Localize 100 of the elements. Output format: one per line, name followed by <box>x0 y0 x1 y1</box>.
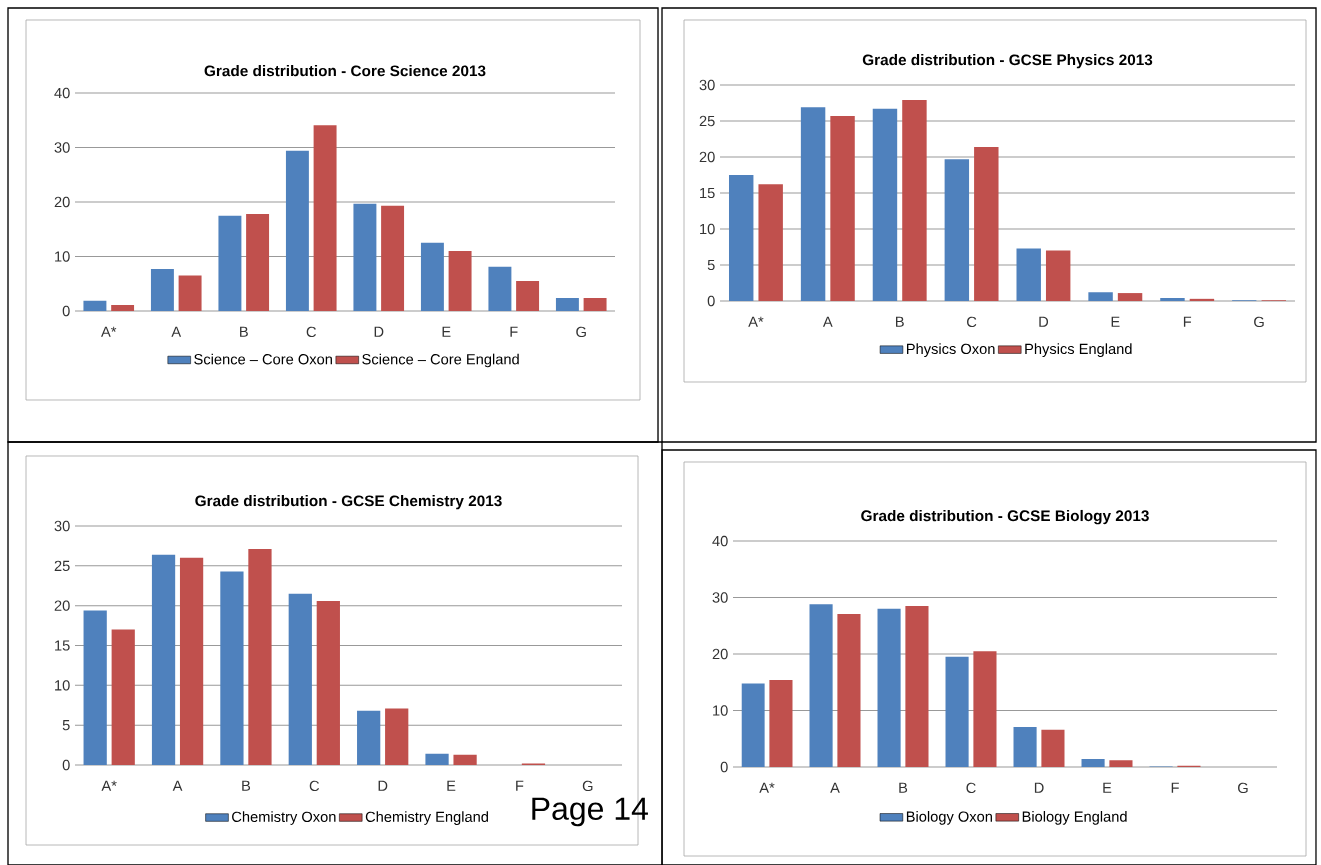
bar <box>1160 298 1185 301</box>
bar <box>353 203 377 311</box>
legend-label: Biology England <box>1022 811 1127 825</box>
bar <box>83 610 107 765</box>
x-tick-label: B <box>240 326 248 337</box>
x-tick-label: A <box>822 316 833 327</box>
y-tick-label: 20 <box>712 648 728 660</box>
bar <box>1189 298 1215 301</box>
y-tick-label: 10 <box>700 223 715 235</box>
bar <box>1081 759 1105 767</box>
bar <box>1045 250 1071 301</box>
x-tick-label: B <box>896 316 904 327</box>
y-tick-label: 25 <box>54 560 70 572</box>
x-tick-label: C <box>966 782 976 794</box>
chart-title: Grade distribution - Core Science 2013 <box>204 65 486 77</box>
x-tick-label: E <box>1111 316 1120 327</box>
bar <box>83 300 107 311</box>
bar <box>220 571 244 765</box>
bar <box>769 679 793 767</box>
x-tick-label: F <box>516 780 524 791</box>
x-tick-label: A* <box>101 326 117 337</box>
y-tick-label: 25 <box>699 115 715 127</box>
x-tick-label: G <box>576 326 586 338</box>
bar <box>1016 248 1041 301</box>
bar <box>453 754 477 765</box>
bar <box>420 242 444 311</box>
bar <box>741 683 765 767</box>
y-tick-label: 30 <box>54 142 70 153</box>
chart-title: Grade distribution - GCSE Chemistry 2013 <box>195 495 502 510</box>
bar <box>111 305 135 311</box>
x-tick-label: G <box>582 780 593 792</box>
bar <box>555 297 579 311</box>
bar <box>800 107 826 301</box>
y-tick-label: 30 <box>699 79 715 91</box>
chart-title: Grade distribution - GCSE Physics 2013 <box>862 54 1153 69</box>
x-tick-label: A <box>172 780 183 791</box>
x-tick-label: C <box>967 316 977 328</box>
bar <box>488 266 512 311</box>
y-tick-label: 40 <box>54 87 70 99</box>
legend-label: Chemistry Oxon <box>232 811 336 825</box>
x-tick-label: F <box>510 326 518 337</box>
bar <box>381 205 405 311</box>
y-tick-label: 40 <box>712 535 728 547</box>
bar <box>111 629 135 765</box>
y-tick-label: 0 <box>720 761 728 773</box>
y-tick-label: 15 <box>55 640 70 651</box>
x-tick-label: B <box>242 780 251 791</box>
bar <box>248 549 272 765</box>
legend-label: Biology Oxon <box>906 811 992 825</box>
bar <box>357 710 381 765</box>
bar <box>809 604 833 767</box>
x-tick-label: D <box>1034 782 1044 793</box>
y-tick-label: 0 <box>707 295 715 307</box>
bar <box>246 213 270 311</box>
bar <box>218 215 242 311</box>
legend-label: Chemistry England <box>365 811 489 825</box>
y-tick-label: 10 <box>55 251 70 262</box>
bar <box>872 108 898 301</box>
bar <box>151 554 176 765</box>
bar <box>945 656 969 767</box>
bar <box>179 557 204 765</box>
bar <box>1013 726 1037 767</box>
x-tick-label: C <box>306 326 316 338</box>
x-tick-label: A <box>171 326 182 337</box>
bar <box>316 600 340 765</box>
legend-label: Science – Core Oxon <box>194 353 332 365</box>
legend-label: Physics Oxon <box>907 343 995 357</box>
bar <box>973 651 997 767</box>
y-tick-label: 0 <box>62 759 70 771</box>
x-tick-label: A* <box>759 782 775 793</box>
text: Page 14 <box>532 797 648 827</box>
bar <box>905 605 929 767</box>
bar <box>516 281 540 311</box>
bar <box>1117 293 1143 301</box>
y-tick-label: 20 <box>699 151 715 163</box>
bar <box>974 146 999 301</box>
chart-title: Grade distribution - GCSE Biology 2013 <box>861 509 1149 525</box>
legend-label: Science – Core England <box>362 353 519 368</box>
bar <box>877 608 901 767</box>
bar <box>758 184 783 301</box>
x-tick-label: F <box>1171 782 1179 793</box>
bar <box>288 593 312 765</box>
x-tick-label: F <box>1183 316 1192 327</box>
y-tick-label: 5 <box>707 259 715 271</box>
bar <box>583 297 607 311</box>
legend-label: Physics England <box>1025 343 1132 357</box>
x-tick-label: E <box>1103 782 1112 793</box>
x-tick-label: B <box>899 782 908 793</box>
y-tick-label: 0 <box>62 305 70 317</box>
x-tick-label: E <box>447 780 456 791</box>
x-tick-label: D <box>378 780 388 791</box>
x-tick-label: D <box>374 326 384 337</box>
bar <box>448 251 472 311</box>
bar <box>902 100 927 301</box>
y-tick-label: 30 <box>54 520 70 532</box>
bar <box>1109 760 1133 767</box>
y-tick-label: 10 <box>55 680 70 691</box>
x-tick-label: A* <box>748 316 764 327</box>
bar <box>830 115 855 301</box>
bar <box>1088 292 1113 301</box>
